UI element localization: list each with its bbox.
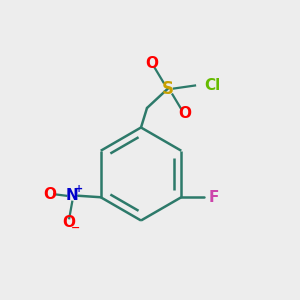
Text: O: O — [178, 106, 191, 122]
Text: S: S — [162, 80, 174, 98]
Text: −: − — [71, 223, 80, 233]
Text: O: O — [63, 215, 76, 230]
Text: O: O — [145, 56, 158, 70]
Text: +: + — [75, 184, 83, 194]
Text: O: O — [43, 187, 56, 202]
Text: Cl: Cl — [204, 78, 220, 93]
Text: F: F — [208, 190, 219, 205]
Text: N: N — [66, 188, 79, 203]
